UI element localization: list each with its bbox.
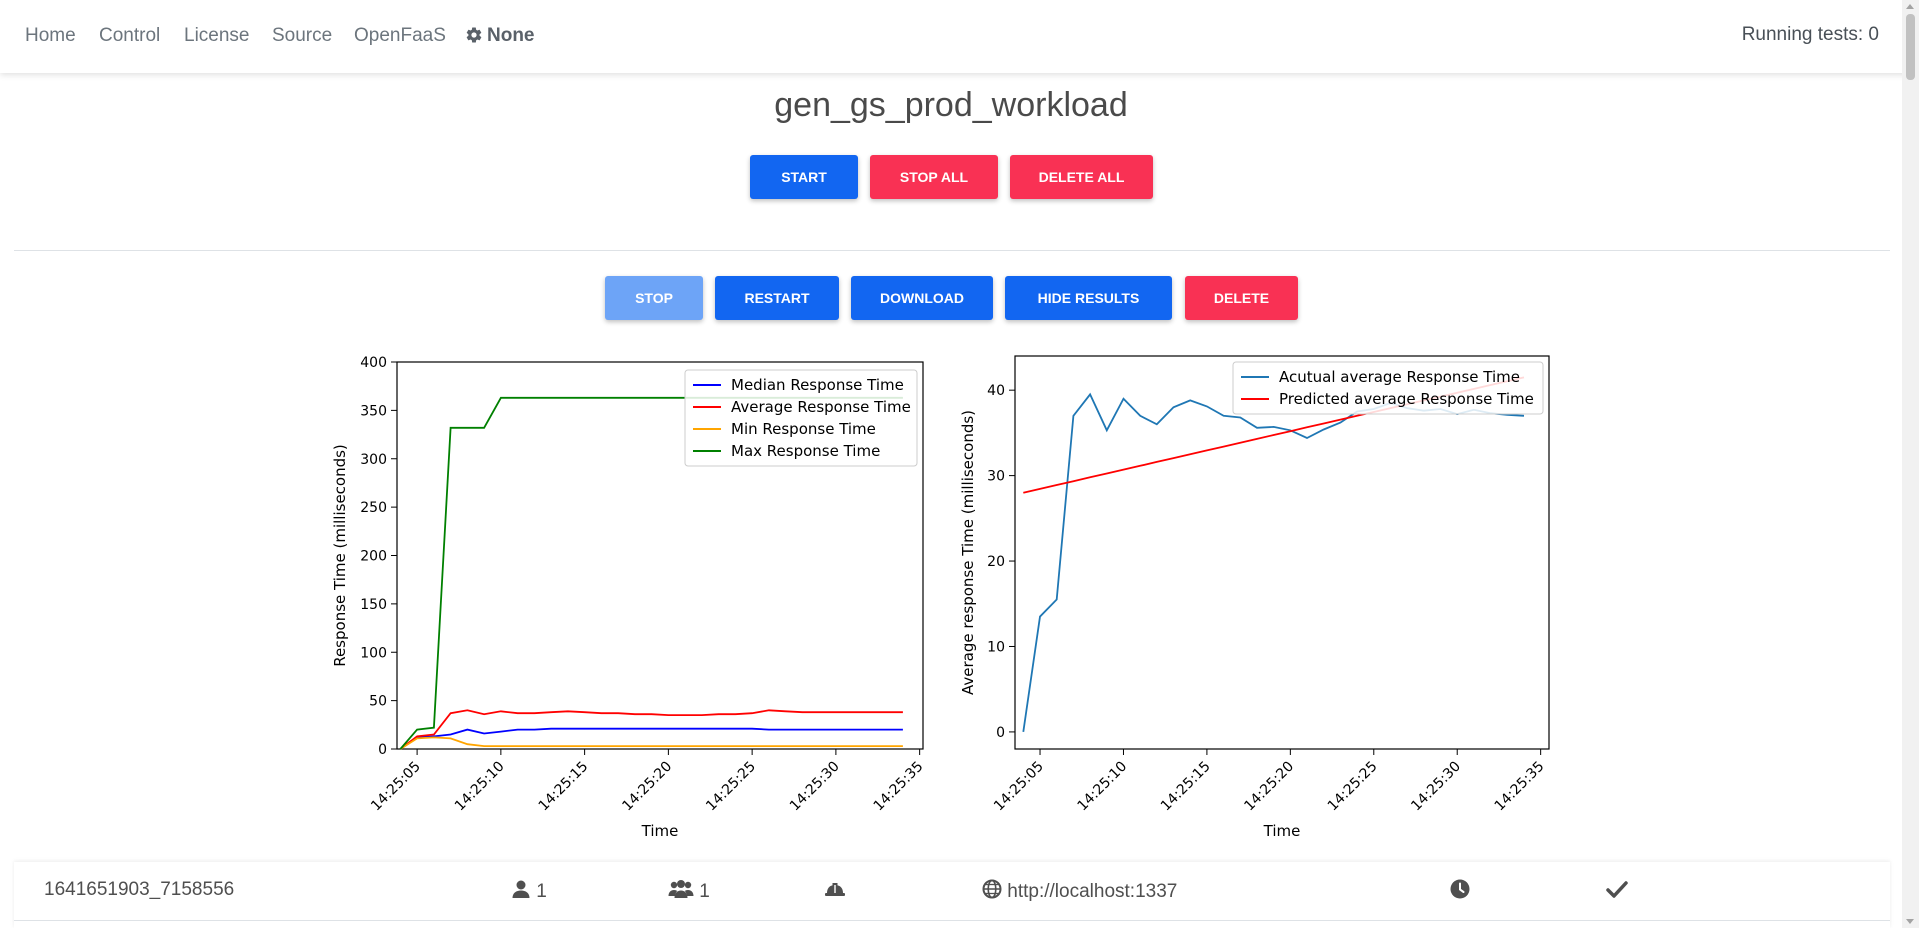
y-tick-label: 30 <box>987 469 1005 485</box>
nav-license[interactable]: License <box>184 25 250 46</box>
scroll-thumb[interactable] <box>1906 14 1915 80</box>
legend-label: Predicted average Response Time <box>1279 390 1534 408</box>
host-url[interactable]: http://localhost:1337 <box>1007 881 1178 902</box>
legend-frame <box>684 369 918 467</box>
series-line-2 <box>399 709 903 750</box>
y-tick-label: 20 <box>987 554 1005 570</box>
clock-icon <box>1450 879 1470 899</box>
y-tick-label: 250 <box>360 500 387 516</box>
page-title: gen_gs_prod_workload <box>774 86 1128 124</box>
hide-results-button[interactable]: HIDE RESULTS <box>1005 276 1172 320</box>
series-line-1 <box>1022 392 1525 733</box>
settings-label: None <box>487 25 535 46</box>
y-tick-label: 150 <box>360 597 387 613</box>
x-tick-label: 14:25:15 <box>536 759 592 815</box>
running-tests-count: Running tests: 0 <box>1741 24 1879 45</box>
x-tick-label: 14:25:25 <box>1325 759 1381 815</box>
y-tick-label: 10 <box>987 639 1005 655</box>
spawn-rate-cell: 1 <box>668 879 710 903</box>
users-cell: 1 <box>511 879 547 903</box>
spawn-rate-value: 1 <box>699 881 710 902</box>
nav-control[interactable]: Control <box>99 25 161 46</box>
y-axis-label: Response Time (milliseconds) <box>331 444 349 667</box>
plot-frame <box>1014 355 1550 750</box>
y-tick-label: 0 <box>378 742 387 758</box>
row-divider <box>14 920 1890 921</box>
users-count: 1 <box>536 881 547 902</box>
worker-cell <box>824 879 846 903</box>
settings-menu[interactable]: None <box>465 25 535 47</box>
legend-label: Acutual average Response Time <box>1279 368 1520 386</box>
y-axis-label: Average response Time (milliseconds) <box>959 410 977 695</box>
x-tick-label: 14:25:35 <box>1492 759 1548 815</box>
average-response-time-chart: 0 10 20 30 40 14:25:05 14:25:10 14:25:15 14:25:… <box>959 355 1550 840</box>
nav-openfaas[interactable]: OpenFaaS <box>354 25 446 46</box>
download-button[interactable]: DOWNLOAD <box>851 276 993 320</box>
y-tick-label: 100 <box>360 645 387 661</box>
duration-cell <box>1450 879 1470 903</box>
x-axis-label: Time <box>641 822 679 840</box>
stop-button[interactable]: STOP <box>605 276 703 320</box>
delete-all-button[interactable]: DELETE ALL <box>1010 155 1153 199</box>
response-time-chart: 0 50 100 150 200 250 300 350 400 14:25:05 14:25:1… <box>331 355 927 840</box>
legend-label: Min Response Time <box>731 420 876 438</box>
top-navbar: Home Control License Source OpenFaaS Non… <box>0 0 1919 73</box>
hard-hat-icon <box>825 883 845 896</box>
x-tick-label: 14:25:30 <box>1408 759 1464 815</box>
x-tick-label: 14:25:20 <box>1241 759 1297 815</box>
y-tick-label: 0 <box>996 725 1005 741</box>
host-cell: http://localhost:1337 <box>982 879 1177 903</box>
restart-button[interactable]: RESTART <box>715 276 839 320</box>
gear-icon <box>466 27 482 43</box>
page-scrollbar[interactable] <box>1902 0 1919 928</box>
delete-button[interactable]: DELETE <box>1185 276 1298 320</box>
legend-label: Max Response Time <box>731 442 880 460</box>
y-tick-label: 40 <box>987 383 1005 399</box>
section-divider <box>14 250 1890 251</box>
series-line-3 <box>399 736 903 750</box>
x-tick-label: 14:25:25 <box>703 759 759 815</box>
user-icon <box>512 880 530 898</box>
nav-home[interactable]: Home <box>25 25 76 46</box>
x-axis-label: Time <box>1263 822 1301 840</box>
x-tick-label: 14:25:10 <box>452 759 508 815</box>
x-tick-label: 14:25:30 <box>787 759 843 815</box>
x-tick-label: 14:25:05 <box>991 759 1047 815</box>
y-tick-label: 200 <box>360 549 387 565</box>
y-tick-label: 400 <box>360 355 387 371</box>
x-tick-label: 14:25:05 <box>368 759 424 815</box>
x-tick-label: 14:25:10 <box>1075 759 1131 815</box>
status-cell <box>1606 879 1628 903</box>
nav-source[interactable]: Source <box>272 25 333 46</box>
legend-label: Average Response Time <box>731 398 911 416</box>
scroll-down-arrow-icon[interactable] <box>1906 919 1914 924</box>
test-id: 1641651903_7158556 <box>44 879 235 900</box>
stop-all-button[interactable]: STOP ALL <box>870 155 998 199</box>
y-tick-label: 50 <box>369 694 387 710</box>
start-button[interactable]: START <box>750 155 858 199</box>
y-tick-label: 350 <box>360 403 387 419</box>
test-row[interactable]: 1641651903_7158556 1 1 <box>14 862 1890 928</box>
chart-legend: Acutual average Response Time Predicted a… <box>1232 361 1544 415</box>
scroll-up-arrow-icon[interactable] <box>1906 4 1914 9</box>
x-tick-label: 14:25:20 <box>619 759 675 815</box>
legend-frame <box>1232 361 1544 415</box>
users-group-icon <box>668 880 694 898</box>
series-line-1 <box>399 727 903 750</box>
x-tick-label: 14:25:35 <box>871 759 927 815</box>
x-tick-label: 14:25:15 <box>1158 759 1214 815</box>
globe-icon <box>982 879 1002 899</box>
legend-label: Median Response Time <box>731 376 904 394</box>
y-tick-label: 300 <box>360 452 387 468</box>
checkmark-icon <box>1606 881 1628 898</box>
chart-legend: Median Response Time Average Response Tim… <box>684 369 918 467</box>
